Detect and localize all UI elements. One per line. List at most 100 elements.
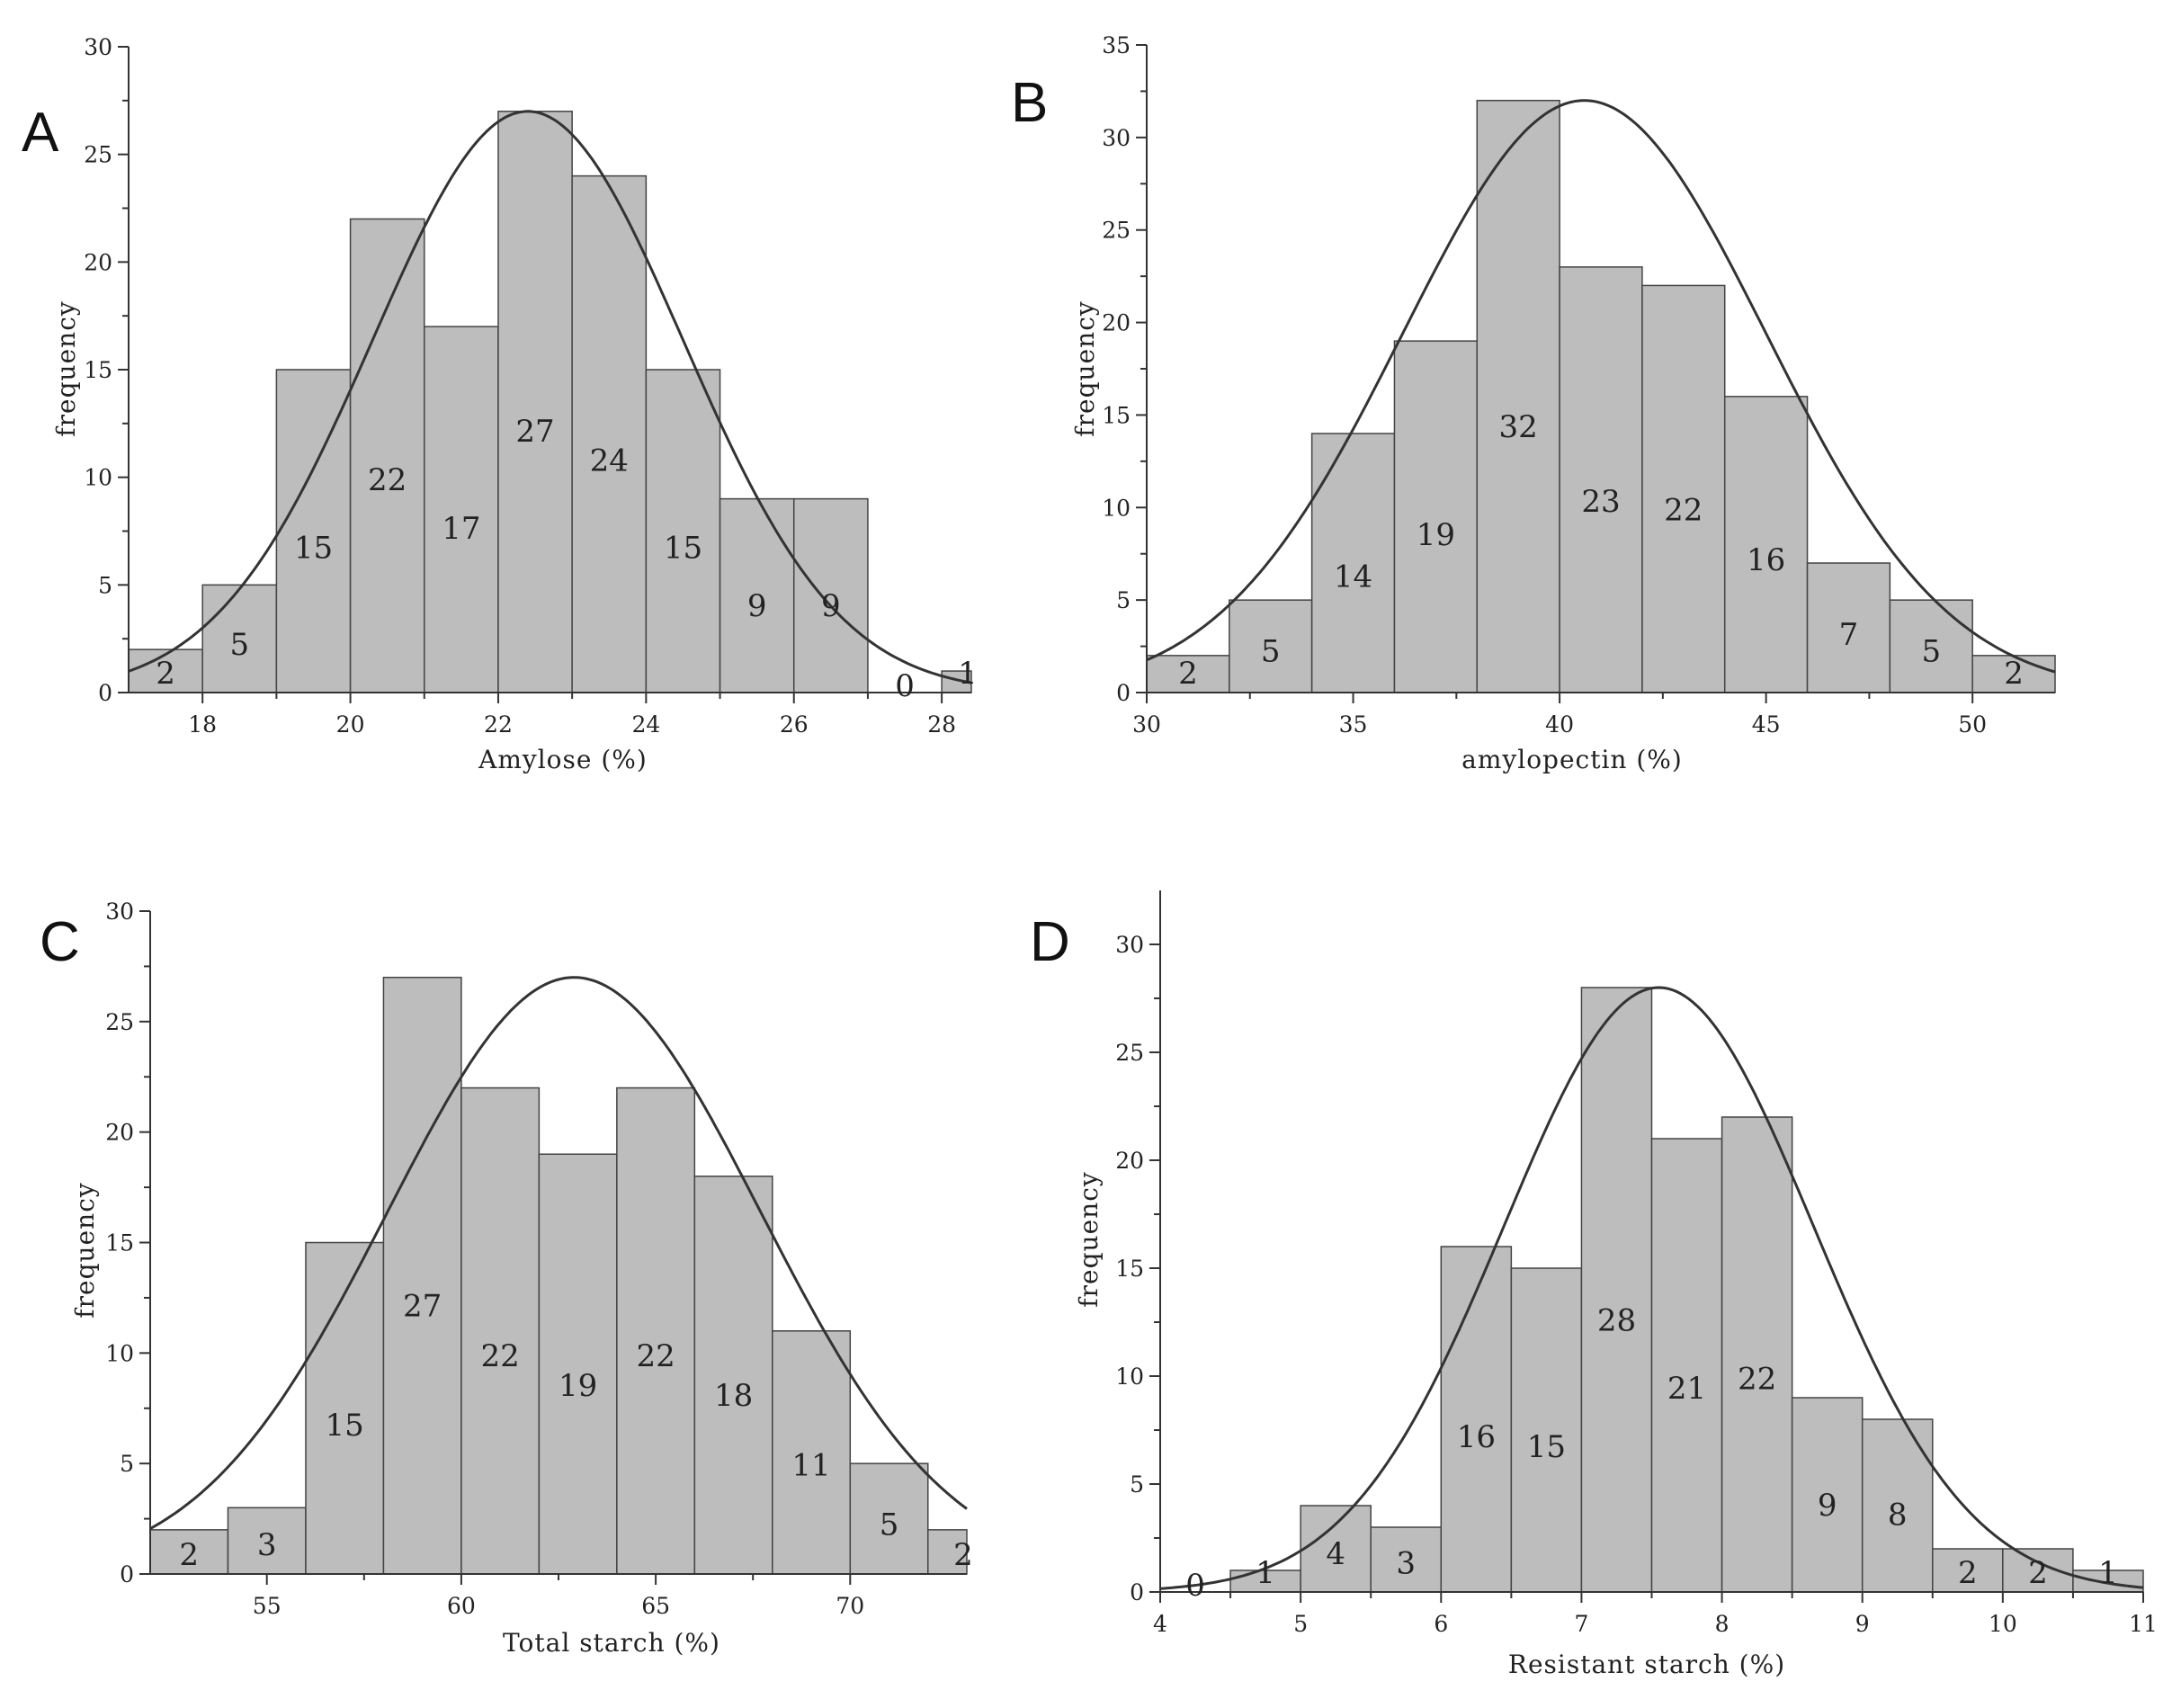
panel-a-bar-6 [572,176,646,693]
panel-c-bar-label-4: 22 [481,1338,520,1374]
panel-d-x-tick-label: 9 [1855,1611,1870,1637]
panel-d-x-tick-label: 8 [1715,1611,1730,1637]
panel-d-y-tick-label: 10 [1115,1364,1144,1390]
panel-d-y-tick-label: 5 [1130,1471,1144,1498]
panel-a-bar-label-9: 9 [821,588,841,624]
panel-b-bar-label-10: 2 [2004,656,2024,692]
panel-d-bar-6 [1581,988,1651,1592]
panel-a-bar-label-11: 1 [958,656,978,692]
panel-d-x-tick-label: 10 [1989,1611,2017,1637]
panel-c-bar-label-10: 2 [953,1537,973,1573]
panel-a-y-tick-label: 25 [84,142,112,168]
panel-c-y-tick-label: 20 [105,1120,134,1146]
panel-d-bar-label-2: 4 [1326,1536,1345,1572]
panel-c-bar-label-0: 2 [179,1537,199,1573]
panel-d-bar-label-10: 8 [1888,1498,1908,1534]
panel-a-bars [129,112,971,693]
panel-a: A 18 20 22 24 26 28051015202530 2515221727241… [22,34,978,774]
panel-d-bar-label-8: 22 [1738,1361,1776,1397]
panel-a-x-tick-label: 26 [780,711,809,738]
panel-b-x-tick-label: 30 [1132,711,1161,738]
panel-d-x-axis-title: Resistant starch (%) [1508,1650,1785,1679]
panel-c-x-tick-label: 65 [641,1593,670,1619]
panel-d-bars [1230,988,2143,1592]
panel-b-letter: B [1011,72,1048,134]
panel-a-x-tick-label: 22 [484,711,513,738]
panel-b-bars [1147,101,2055,693]
panel-d-x-tick-label: 6 [1434,1611,1448,1637]
panel-c-y-tick-label: 5 [120,1451,134,1477]
panel-a-bar-label-6: 24 [590,443,629,479]
panel-d-bar-label-5: 15 [1527,1429,1566,1465]
panel-b-y-tick-label: 35 [1102,32,1131,58]
panel-c-bar-4 [461,1088,539,1574]
panel-b-bar-label-8: 7 [1839,617,1859,653]
panel-c-x-tick-label: 60 [447,1593,476,1619]
panel-c-bars [150,978,967,1574]
panel-b-x-tick-label: 40 [1545,711,1574,738]
panel-c-x-tick-label: 55 [253,1593,282,1619]
panel-c-y-tick-label: 30 [105,899,134,925]
panel-a-x-tick-label: 24 [631,711,660,738]
panel-a-bar-label-4: 17 [442,511,480,547]
panel-a-bar-label-2: 15 [294,530,333,566]
panel-d-bar-label-4: 16 [1457,1419,1496,1455]
panel-c-bar-label-1: 3 [257,1527,277,1563]
panel-b-bar-label-2: 14 [1334,559,1372,595]
panel-a-x-tick-label: 18 [188,711,217,738]
panel-b-bar-label-1: 5 [1261,634,1281,670]
panel-c-letter: C [40,911,80,973]
panel-d-bar-label-13: 1 [2098,1555,2118,1591]
panel-d-bar-label-12: 2 [2028,1555,2048,1591]
panel-b-bar-label-5: 23 [1581,484,1620,520]
panel-d-x-tick-label: 5 [1293,1611,1308,1637]
panel-c-x-axis-title: Total starch (%) [503,1628,720,1658]
panel-a-bar-3 [351,219,425,693]
panel-d-bar-label-0: 0 [1185,1568,1205,1604]
panel-d-x-tick-label: 4 [1153,1611,1167,1637]
panel-c-y-tick-label: 25 [105,1009,134,1035]
panel-a-bar-label-3: 22 [368,462,407,498]
panel-c-y-tick-label: 10 [105,1340,134,1366]
panel-b-x-tick-label: 35 [1339,711,1368,738]
panel-d-letter: D [1030,911,1070,973]
panel-d-bar-label-9: 9 [1818,1488,1837,1524]
panel-d-bar-label-7: 21 [1667,1371,1706,1407]
panel-b-y-tick-label: 25 [1102,218,1131,244]
panel-a-x-axis-title: Amylose (%) [478,745,648,774]
panel-d-bar-7 [1652,1139,1722,1592]
panel-a-bar-label-7: 15 [664,530,702,566]
panel-d-y-tick-label: 25 [1115,1040,1144,1066]
panel-b-y-tick-label: 0 [1116,680,1131,706]
panel-c-y-tick-label: 0 [120,1561,134,1587]
panel-b-y-axis-title: frequency [1070,300,1100,436]
panel-d-bar-label-3: 3 [1396,1546,1416,1582]
panel-b-bar-label-4: 32 [1499,409,1538,445]
panel-a-y-tick-label: 15 [84,357,112,383]
panel-b-x-tick-label: 45 [1752,711,1781,738]
panel-a-bar-label-8: 9 [747,588,767,624]
panel-c-x-tick-label: 70 [836,1593,864,1619]
panel-b-y-tick-label: 20 [1102,310,1131,336]
panel-c-bar-label-7: 18 [714,1378,753,1414]
panel-c-bar-5 [539,1154,616,1574]
panel-a-y-tick-label: 10 [84,465,112,491]
panel-b-bar-label-3: 19 [1417,517,1455,553]
panel-a-letter: A [22,102,59,164]
panel-b-bar-label-6: 22 [1664,492,1703,528]
panel-c-bar-6 [617,1088,694,1574]
panel-b-y-tick-label: 5 [1116,587,1131,613]
panel-c-bar-label-5: 19 [559,1368,597,1404]
panel-d-bar-8 [1722,1117,1792,1592]
panel-a-y-tick-label: 5 [98,572,112,598]
panel-a-bar-label-0: 2 [156,656,175,692]
panel-c-y-axis-title: frequency [70,1182,100,1318]
panel-d-y-tick-label: 0 [1130,1579,1144,1605]
panel-b-bar-5 [1560,267,1642,693]
panel-d-y-tick-label: 20 [1115,1148,1144,1174]
panel-d-bar-label-11: 2 [1958,1555,1978,1591]
panel-c-bar-label-6: 22 [636,1338,675,1374]
panel-c-y-tick-label: 15 [105,1230,134,1256]
